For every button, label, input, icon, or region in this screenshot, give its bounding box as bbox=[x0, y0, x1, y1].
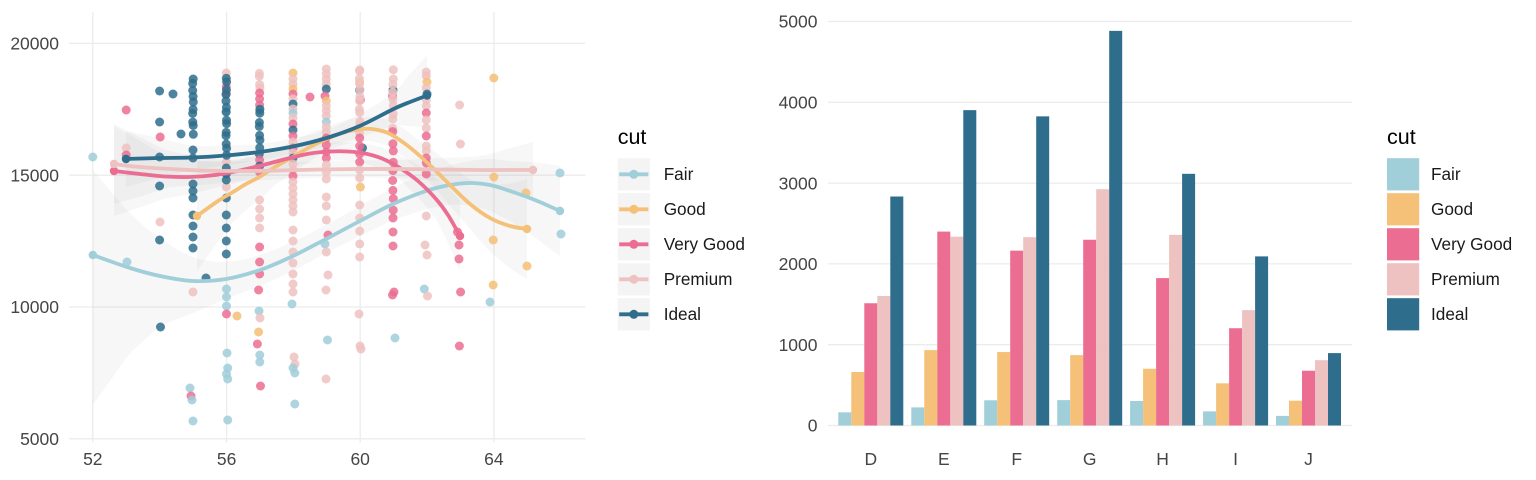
svg-text:Premium: Premium bbox=[1431, 269, 1500, 289]
svg-text:3000: 3000 bbox=[779, 173, 818, 193]
svg-text:5000: 5000 bbox=[20, 429, 59, 449]
svg-text:20000: 20000 bbox=[10, 34, 59, 54]
svg-text:cut: cut bbox=[1387, 125, 1416, 149]
svg-text:H: H bbox=[1156, 449, 1169, 469]
svg-text:Good: Good bbox=[1431, 199, 1473, 219]
svg-text:Fair: Fair bbox=[1431, 164, 1461, 184]
svg-text:Good: Good bbox=[664, 199, 706, 219]
svg-text:F: F bbox=[1011, 449, 1022, 469]
svg-text:15000: 15000 bbox=[10, 165, 59, 185]
svg-text:Fair: Fair bbox=[664, 164, 694, 184]
svg-text:E: E bbox=[938, 449, 950, 469]
svg-text:G: G bbox=[1083, 449, 1097, 469]
svg-text:52: 52 bbox=[83, 449, 102, 469]
svg-text:1000: 1000 bbox=[779, 335, 818, 355]
svg-text:Very Good: Very Good bbox=[664, 234, 745, 254]
svg-text:56: 56 bbox=[217, 449, 236, 469]
svg-text:D: D bbox=[864, 449, 877, 469]
svg-text:4000: 4000 bbox=[779, 93, 818, 113]
svg-text:Ideal: Ideal bbox=[1431, 304, 1468, 324]
svg-text:Premium: Premium bbox=[664, 269, 733, 289]
svg-text:I: I bbox=[1233, 449, 1238, 469]
svg-text:10000: 10000 bbox=[10, 297, 59, 317]
svg-text:0: 0 bbox=[808, 416, 818, 436]
svg-text:J: J bbox=[1304, 449, 1313, 469]
svg-text:Ideal: Ideal bbox=[664, 304, 701, 324]
svg-text:64: 64 bbox=[484, 449, 504, 469]
svg-text:5000: 5000 bbox=[779, 12, 818, 32]
svg-text:60: 60 bbox=[350, 449, 370, 469]
svg-text:cut: cut bbox=[618, 125, 647, 149]
svg-text:2000: 2000 bbox=[779, 254, 818, 274]
svg-text:Very Good: Very Good bbox=[1431, 234, 1512, 254]
